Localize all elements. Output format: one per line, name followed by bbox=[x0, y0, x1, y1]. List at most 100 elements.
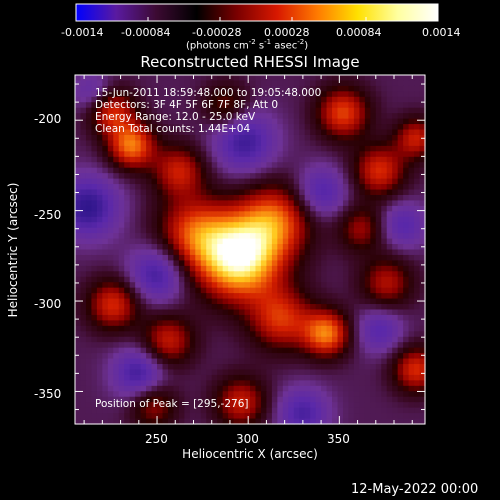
heatmap-cell bbox=[381, 167, 388, 174]
heatmap-cell bbox=[113, 102, 120, 109]
heatmap-cell bbox=[102, 233, 109, 240]
heatmap-cell bbox=[321, 189, 328, 196]
heatmap-cell bbox=[315, 353, 322, 360]
heatmap-cell bbox=[299, 113, 306, 120]
heatmap-cell bbox=[250, 402, 257, 409]
heatmap-cell bbox=[353, 309, 360, 316]
heatmap-cell bbox=[195, 194, 202, 202]
heatmap-cell bbox=[102, 222, 109, 229]
heatmap-cell bbox=[310, 380, 317, 387]
heatmap-cell bbox=[403, 254, 410, 261]
heatmap-cell bbox=[310, 396, 317, 403]
heatmap-cell bbox=[102, 325, 109, 332]
heatmap-cell bbox=[206, 200, 213, 207]
heatmap-cell bbox=[140, 369, 147, 376]
heatmap-cell bbox=[118, 96, 125, 103]
heatmap-cell bbox=[146, 293, 153, 300]
heatmap-cell bbox=[386, 162, 393, 169]
heatmap-cell bbox=[260, 413, 268, 420]
heatmap-cell bbox=[260, 336, 268, 343]
heatmap-cell bbox=[173, 102, 180, 109]
heatmap-cell bbox=[403, 265, 410, 272]
heatmap-cell bbox=[326, 91, 333, 98]
heatmap-cell bbox=[189, 347, 196, 354]
heatmap-cell bbox=[315, 347, 322, 354]
heatmap-cell bbox=[397, 336, 404, 343]
heatmap-cell bbox=[146, 113, 153, 120]
heatmap-cell bbox=[124, 249, 131, 256]
heatmap-cell bbox=[102, 129, 109, 136]
heatmap-cell bbox=[315, 325, 322, 332]
heatmap-cell bbox=[282, 276, 289, 283]
heatmap-cell bbox=[364, 342, 371, 349]
heatmap-cell bbox=[222, 178, 229, 185]
heatmap-cell bbox=[157, 298, 164, 305]
heatmap-cell bbox=[250, 293, 257, 300]
heatmap-cell bbox=[217, 402, 224, 409]
heatmap-cell bbox=[167, 227, 175, 234]
heatmap-cell bbox=[381, 233, 388, 240]
heatmap-cell bbox=[75, 276, 82, 283]
heatmap-cell bbox=[239, 320, 246, 327]
heatmap-cell bbox=[211, 162, 218, 169]
heatmap-cell bbox=[244, 134, 251, 142]
heatmap-cell bbox=[370, 413, 377, 420]
heatmap-cell bbox=[271, 162, 278, 169]
heatmap-cell bbox=[364, 194, 371, 202]
heatmap-cell bbox=[146, 156, 153, 163]
heatmap-cell bbox=[189, 325, 196, 332]
heatmap-cell bbox=[342, 369, 350, 376]
heatmap-cell bbox=[408, 418, 415, 425]
heatmap-cell bbox=[173, 331, 180, 338]
heatmap-cell bbox=[299, 364, 306, 371]
heatmap-cell bbox=[266, 249, 273, 256]
heatmap-cell bbox=[419, 293, 426, 300]
heatmap-cell bbox=[392, 304, 399, 311]
heatmap-cell bbox=[326, 75, 333, 82]
heatmap-cell bbox=[255, 380, 262, 387]
heatmap-cell bbox=[217, 238, 224, 245]
heatmap-cell bbox=[75, 314, 82, 321]
heatmap-cell bbox=[118, 194, 125, 202]
heatmap-cell bbox=[364, 336, 371, 343]
heatmap-cell bbox=[178, 178, 185, 185]
heatmap-cell bbox=[250, 227, 257, 234]
heatmap-cell bbox=[403, 298, 410, 305]
heatmap-cell bbox=[326, 211, 333, 218]
heatmap-cell bbox=[206, 216, 213, 223]
heatmap-cell bbox=[206, 194, 213, 202]
heatmap-cell bbox=[321, 413, 328, 420]
heatmap-cell bbox=[364, 156, 371, 163]
heatmap-cell bbox=[217, 293, 224, 300]
heatmap-cell bbox=[260, 347, 268, 354]
heatmap-cell bbox=[321, 282, 328, 289]
heatmap-cell bbox=[206, 418, 213, 425]
heatmap-cell bbox=[75, 260, 82, 267]
heatmap-cell bbox=[266, 156, 273, 163]
heatmap-cell bbox=[178, 124, 185, 131]
heatmap-cell bbox=[299, 102, 306, 109]
heatmap-cell bbox=[282, 205, 289, 212]
heatmap-cell bbox=[146, 347, 153, 354]
heatmap-cell bbox=[375, 342, 382, 349]
heatmap-cell bbox=[217, 96, 224, 103]
heatmap-cell bbox=[244, 140, 251, 147]
heatmap-cell bbox=[304, 293, 311, 300]
heatmap-cell bbox=[419, 402, 426, 409]
heatmap-cell bbox=[222, 227, 229, 234]
heatmap-cell bbox=[364, 385, 371, 392]
heatmap-cell bbox=[107, 118, 114, 125]
heatmap-cell bbox=[332, 129, 339, 136]
heatmap-cell bbox=[348, 107, 355, 114]
heatmap-cell bbox=[140, 227, 147, 234]
heatmap-cell bbox=[195, 260, 202, 267]
heatmap-cell bbox=[167, 369, 175, 376]
heatmap-cell bbox=[146, 271, 153, 278]
heatmap-cell bbox=[244, 200, 251, 207]
heatmap-cell bbox=[91, 85, 98, 92]
heatmap-cell bbox=[157, 325, 164, 332]
heatmap-cell bbox=[348, 80, 355, 87]
heatmap-cell bbox=[282, 407, 289, 414]
info-line-detectors: Detectors: 3F 4F 5F 6F 7F 8F, Att 0 bbox=[95, 99, 279, 111]
heatmap-cell bbox=[157, 402, 164, 409]
